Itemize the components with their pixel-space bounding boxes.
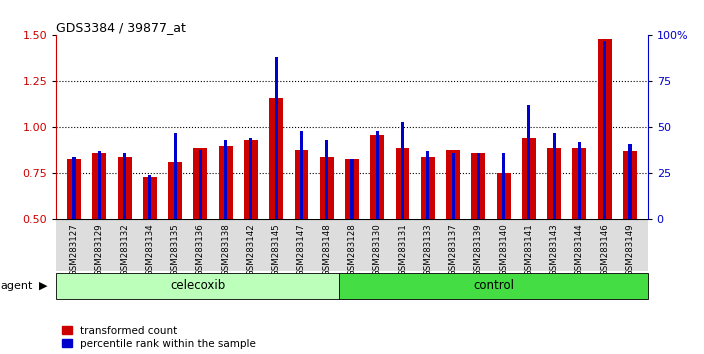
Text: GSM283136: GSM283136 bbox=[196, 224, 205, 276]
Text: GSM283148: GSM283148 bbox=[322, 224, 331, 276]
Bar bbox=[123, 153, 126, 219]
Text: GSM283129: GSM283129 bbox=[95, 224, 103, 276]
Text: GSM283127: GSM283127 bbox=[70, 224, 79, 276]
Bar bbox=[143, 177, 157, 219]
Bar bbox=[98, 152, 101, 219]
Text: GSM283132: GSM283132 bbox=[120, 224, 129, 276]
Bar bbox=[472, 153, 485, 219]
Bar bbox=[345, 159, 359, 219]
Bar bbox=[149, 175, 151, 219]
Bar bbox=[598, 39, 612, 219]
Bar bbox=[67, 159, 81, 219]
Bar bbox=[92, 153, 106, 219]
Bar bbox=[502, 153, 505, 219]
Text: GSM283142: GSM283142 bbox=[246, 224, 256, 276]
Text: GSM283138: GSM283138 bbox=[221, 224, 230, 276]
Text: celecoxib: celecoxib bbox=[170, 279, 225, 292]
Bar bbox=[118, 157, 132, 219]
Bar bbox=[477, 153, 480, 219]
Text: GSM283137: GSM283137 bbox=[448, 224, 458, 276]
Bar bbox=[572, 148, 586, 219]
Bar bbox=[553, 133, 555, 219]
Bar bbox=[623, 152, 637, 219]
FancyBboxPatch shape bbox=[56, 273, 339, 299]
Bar bbox=[527, 105, 530, 219]
Text: GSM283133: GSM283133 bbox=[423, 224, 432, 276]
Bar bbox=[249, 138, 253, 219]
Bar bbox=[194, 148, 207, 219]
Bar bbox=[421, 157, 435, 219]
Bar bbox=[370, 135, 384, 219]
Bar bbox=[269, 98, 283, 219]
Text: GSM283141: GSM283141 bbox=[524, 224, 534, 276]
Text: ▶: ▶ bbox=[39, 281, 47, 291]
Bar bbox=[294, 149, 308, 219]
Text: GSM283149: GSM283149 bbox=[625, 224, 634, 276]
Text: GSM283130: GSM283130 bbox=[373, 224, 382, 276]
Bar bbox=[629, 144, 631, 219]
Bar bbox=[401, 122, 404, 219]
Bar bbox=[320, 157, 334, 219]
Text: agent: agent bbox=[1, 281, 33, 291]
Legend: transformed count, percentile rank within the sample: transformed count, percentile rank withi… bbox=[61, 326, 256, 349]
Bar bbox=[224, 140, 227, 219]
Bar bbox=[603, 41, 606, 219]
Bar bbox=[219, 146, 232, 219]
Text: control: control bbox=[473, 279, 514, 292]
Bar bbox=[396, 148, 410, 219]
Bar bbox=[547, 148, 561, 219]
Bar bbox=[275, 57, 277, 219]
Text: GSM283147: GSM283147 bbox=[297, 224, 306, 276]
Text: GSM283146: GSM283146 bbox=[601, 224, 609, 276]
Bar bbox=[578, 142, 581, 219]
Text: GDS3384 / 39877_at: GDS3384 / 39877_at bbox=[56, 21, 186, 34]
Bar bbox=[73, 157, 75, 219]
Bar bbox=[497, 173, 510, 219]
Bar bbox=[451, 153, 455, 219]
Text: GSM283144: GSM283144 bbox=[575, 224, 584, 276]
Text: GSM283131: GSM283131 bbox=[398, 224, 407, 276]
Bar bbox=[168, 162, 182, 219]
Text: GSM283139: GSM283139 bbox=[474, 224, 483, 276]
Bar bbox=[300, 131, 303, 219]
Text: GSM283143: GSM283143 bbox=[550, 224, 559, 276]
Bar bbox=[325, 140, 328, 219]
Bar bbox=[199, 149, 202, 219]
Text: GSM283135: GSM283135 bbox=[170, 224, 180, 276]
Bar bbox=[427, 152, 429, 219]
Text: GSM283128: GSM283128 bbox=[348, 224, 356, 276]
Bar bbox=[174, 133, 177, 219]
Bar bbox=[522, 138, 536, 219]
Bar bbox=[446, 149, 460, 219]
Bar bbox=[351, 159, 353, 219]
Bar bbox=[244, 140, 258, 219]
Bar bbox=[376, 131, 379, 219]
FancyBboxPatch shape bbox=[339, 273, 648, 299]
Text: GSM283134: GSM283134 bbox=[145, 224, 154, 276]
Text: GSM283145: GSM283145 bbox=[272, 224, 281, 276]
Text: GSM283140: GSM283140 bbox=[499, 224, 508, 276]
